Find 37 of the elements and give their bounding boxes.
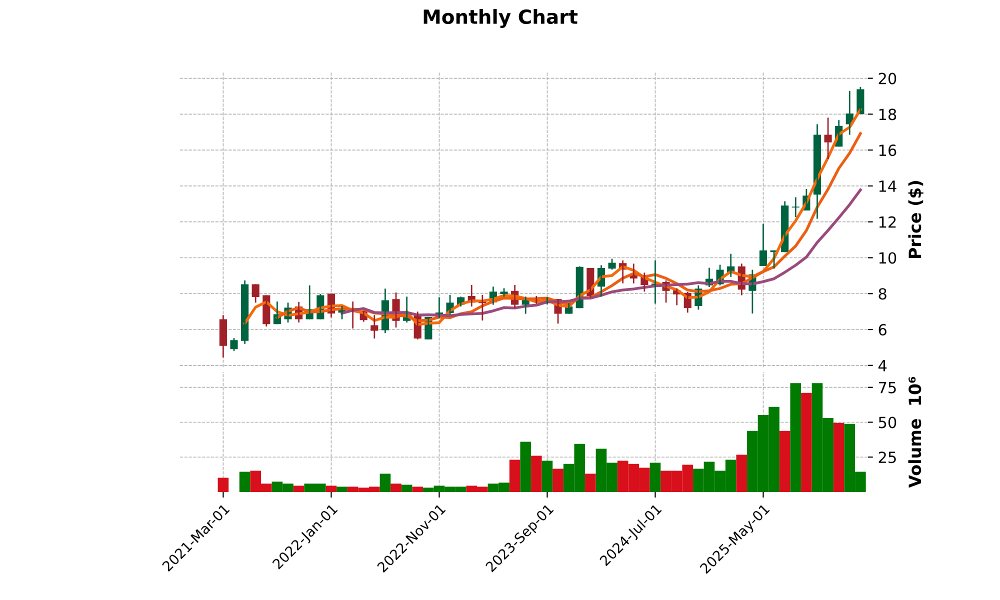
y-tick-label: 6 xyxy=(878,324,886,336)
bar xyxy=(380,474,391,492)
bar xyxy=(552,468,564,492)
bar xyxy=(239,472,250,492)
bar xyxy=(336,486,348,492)
bar xyxy=(833,422,844,492)
y-tick-label: 25 xyxy=(878,452,896,464)
y-tick-label: 20 xyxy=(878,72,896,84)
bar xyxy=(218,478,229,492)
chart-title: Monthly Chart xyxy=(424,9,578,28)
y-tick-label: 14 xyxy=(879,180,896,192)
bar xyxy=(412,486,424,492)
y-axis-title: Volume 10⁶ xyxy=(908,376,922,488)
y-tick-label: 18 xyxy=(879,108,896,120)
bar xyxy=(390,484,402,492)
y-tick-label: 8 xyxy=(878,288,886,300)
y-tick-label: 50 xyxy=(878,416,896,428)
bar xyxy=(531,456,542,492)
y-tick-label: 4 xyxy=(878,360,887,372)
y-tick-label: 10 xyxy=(879,252,896,264)
candlestick xyxy=(230,337,238,352)
bar xyxy=(736,454,748,492)
y-axis-title: Price ($) xyxy=(908,181,924,258)
bar xyxy=(650,462,661,492)
y-tick-label: 75 xyxy=(878,382,896,394)
bar xyxy=(326,486,337,492)
y-tick-label: 16 xyxy=(879,144,896,156)
bar xyxy=(585,474,596,492)
bar xyxy=(790,383,802,492)
bar xyxy=(779,430,790,492)
y-tick-label: 12 xyxy=(879,216,896,228)
bar xyxy=(542,460,553,492)
bar xyxy=(520,442,532,492)
bar xyxy=(509,460,520,492)
bar xyxy=(401,484,412,492)
bar xyxy=(293,486,304,492)
bar xyxy=(801,392,812,492)
